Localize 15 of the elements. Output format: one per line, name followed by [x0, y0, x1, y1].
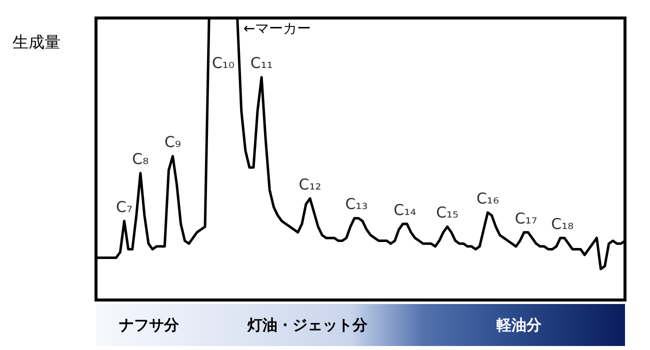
annotation: C₈ — [132, 150, 149, 168]
y-axis-title: 生成量 — [12, 32, 60, 52]
annotation: C₁₆ — [476, 190, 499, 208]
annotation: C₁₇ — [514, 209, 538, 228]
annotation: C₁₃ — [345, 195, 368, 214]
annotation: C₁₂ — [298, 175, 322, 194]
annotation: C₁₁ — [250, 54, 273, 72]
annotation: C₁₄ — [394, 200, 416, 219]
annotation: C₁₅ — [436, 204, 459, 222]
annotation: C₁₀ — [212, 54, 234, 72]
annotation: C₁₈ — [551, 214, 574, 233]
gradient-strip: ナフサ分 灯油・ジェット分 軽油分 — [96, 304, 625, 346]
annotation: C₉ — [164, 133, 181, 152]
annotation: C₇ — [116, 198, 133, 216]
annotation: ←マーカー — [243, 21, 312, 37]
